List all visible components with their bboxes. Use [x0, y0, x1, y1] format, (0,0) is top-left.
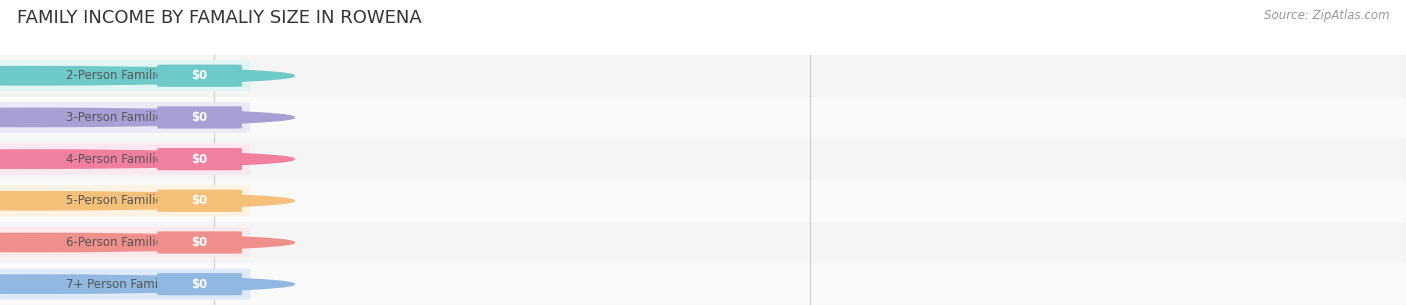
Text: 3-Person Families: 3-Person Families — [66, 111, 169, 124]
Text: $0: $0 — [191, 69, 208, 82]
Text: 6-Person Families: 6-Person Families — [66, 236, 169, 249]
Text: $0: $0 — [191, 278, 208, 291]
Bar — [0, 97, 1406, 138]
FancyBboxPatch shape — [157, 65, 242, 87]
Text: 5-Person Families: 5-Person Families — [66, 194, 169, 207]
FancyBboxPatch shape — [0, 102, 250, 133]
Bar — [0, 138, 1406, 180]
Bar — [0, 222, 1406, 263]
Text: Source: ZipAtlas.com: Source: ZipAtlas.com — [1264, 9, 1389, 22]
FancyBboxPatch shape — [157, 273, 242, 295]
FancyBboxPatch shape — [157, 231, 242, 254]
Circle shape — [0, 108, 294, 127]
FancyBboxPatch shape — [0, 144, 250, 175]
Text: FAMILY INCOME BY FAMALIY SIZE IN ROWENA: FAMILY INCOME BY FAMALIY SIZE IN ROWENA — [17, 9, 422, 27]
FancyBboxPatch shape — [157, 106, 242, 129]
Circle shape — [0, 150, 294, 168]
Text: $0: $0 — [191, 236, 208, 249]
Text: 7+ Person Families: 7+ Person Families — [66, 278, 177, 291]
Text: 2-Person Families: 2-Person Families — [66, 69, 169, 82]
Text: $0: $0 — [191, 111, 208, 124]
Bar — [0, 263, 1406, 305]
FancyBboxPatch shape — [157, 148, 242, 170]
Circle shape — [0, 233, 294, 252]
FancyBboxPatch shape — [157, 190, 242, 212]
Circle shape — [0, 192, 294, 210]
Text: $0: $0 — [191, 194, 208, 207]
Circle shape — [0, 275, 294, 293]
Bar — [0, 180, 1406, 222]
FancyBboxPatch shape — [0, 269, 250, 300]
FancyBboxPatch shape — [0, 185, 250, 216]
FancyBboxPatch shape — [0, 227, 250, 258]
Text: $0: $0 — [191, 152, 208, 166]
Text: 4-Person Families: 4-Person Families — [66, 152, 169, 166]
Circle shape — [0, 66, 294, 85]
Bar — [0, 55, 1406, 97]
FancyBboxPatch shape — [0, 60, 250, 91]
